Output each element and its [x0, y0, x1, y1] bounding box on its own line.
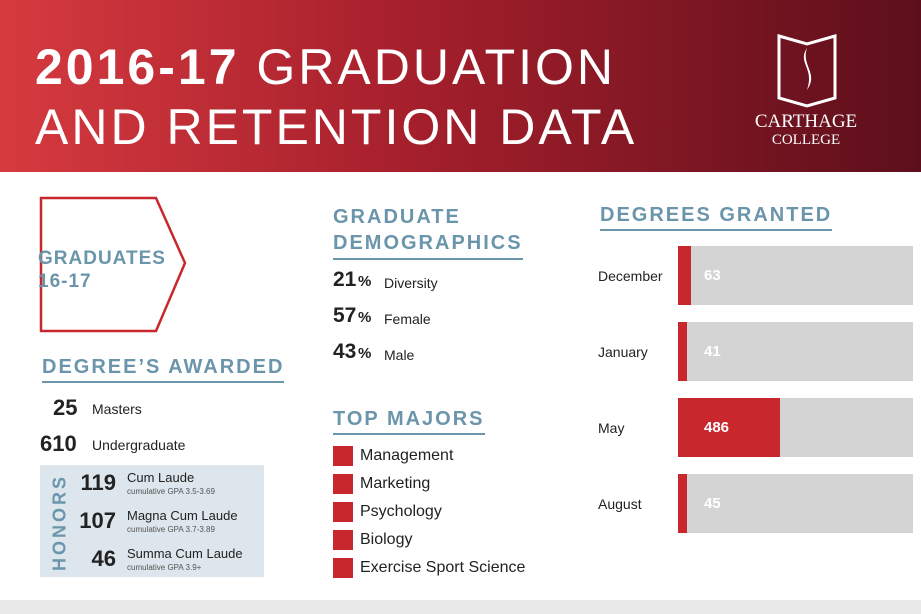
graduates-line1: GRADUATES — [38, 248, 166, 269]
honors-title: HONORS — [49, 474, 70, 572]
logo-icon — [777, 34, 837, 108]
label: Masters — [92, 401, 142, 417]
graduates-shape — [39, 196, 187, 333]
title-word: GRADUATION — [256, 39, 617, 95]
major: Exercise Sport Science — [360, 559, 526, 576]
bar-track — [678, 246, 913, 305]
label: Female — [384, 311, 431, 327]
category-label: May — [598, 420, 625, 436]
value-label: 63 — [704, 267, 721, 284]
category-label: August — [598, 496, 642, 512]
major-icon — [333, 530, 353, 550]
major: Biology — [360, 531, 413, 548]
label: Cum Laude — [127, 470, 195, 485]
honors-box — [40, 465, 264, 577]
heading-line: GRADUATE — [333, 206, 461, 228]
label: Male — [384, 347, 415, 363]
percent-value: 57 — [333, 304, 357, 327]
title-line1: 2016-17 GRADUATION — [35, 38, 616, 96]
bar-track — [678, 474, 913, 533]
category-label: January — [598, 344, 648, 360]
heading-line: DEMOGRAPHICS — [333, 232, 523, 254]
note: cumulative GPA 3.7-3.89 — [127, 525, 215, 534]
value-label: 41 — [704, 343, 721, 360]
major-icon — [333, 474, 353, 494]
major-icon — [333, 558, 353, 578]
bar — [678, 398, 781, 457]
count: 25 — [53, 395, 78, 420]
bar-track — [678, 322, 913, 381]
major-icon — [333, 502, 353, 522]
graduates-label: GRADUATES 16-17 — [38, 247, 166, 293]
percent-unit: % — [358, 309, 372, 326]
heading: TOP MAJORS — [333, 408, 485, 435]
bar — [678, 246, 692, 305]
title-line2: AND RETENTION DATA — [35, 99, 638, 155]
label: Magna Cum Laude — [127, 508, 238, 523]
title-year: 2016-17 — [35, 39, 240, 95]
heading: DEGREE’S AWARDED — [42, 356, 285, 383]
heading: GRADUATE DEMOGRAPHICS — [333, 204, 523, 260]
count: 107 — [79, 508, 116, 533]
major: Management — [360, 447, 454, 464]
category-label: December — [598, 268, 663, 284]
bar — [678, 322, 687, 381]
header — [0, 0, 921, 172]
major: Psychology — [360, 503, 442, 520]
bar — [678, 474, 688, 533]
major: Marketing — [360, 475, 431, 492]
percent-unit: % — [358, 273, 372, 290]
percent-unit: % — [358, 345, 372, 362]
label: Undergraduate — [92, 437, 186, 453]
major-icon — [333, 446, 353, 466]
count: 119 — [80, 470, 117, 495]
count: 610 — [40, 431, 77, 456]
value-label: 486 — [704, 419, 730, 436]
heading: DEGREES GRANTED — [600, 204, 833, 231]
label: Summa Cum Laude — [127, 546, 243, 561]
note: cumulative GPA 3.9+ — [127, 563, 202, 572]
count: 46 — [91, 546, 116, 571]
logo-text: CARTHAGE COLLEGE — [748, 111, 864, 149]
footer-strip — [0, 600, 921, 614]
logo-line2: COLLEGE — [771, 132, 841, 148]
graduates-line2: 16-17 — [38, 271, 92, 292]
note: cumulative GPA 3.5-3.69 — [127, 487, 215, 496]
label: Diversity — [384, 275, 438, 291]
logo-line1: CARTHAGE — [754, 111, 858, 132]
percent-value: 21 — [333, 268, 357, 291]
percent-value: 43 — [333, 340, 357, 363]
value-label: 45 — [704, 495, 721, 512]
